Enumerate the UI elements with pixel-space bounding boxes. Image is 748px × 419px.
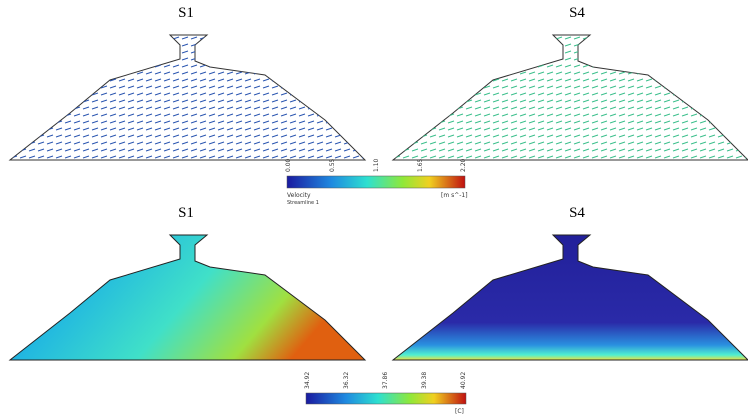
panel-label: S4: [569, 5, 585, 21]
tick-label: 2.20: [460, 158, 467, 172]
velocity-field-s4: [393, 35, 748, 160]
velocity-colorbar: 0.00 0.55 1.10 1.65 2.20 Velocity Stream…: [285, 158, 468, 206]
panel-label: S4: [569, 205, 585, 221]
colorbar-unit: [m s^-1]: [441, 192, 468, 199]
temperature-field-s4: [393, 235, 748, 360]
colorbar-subtitle: Streamline 1: [287, 200, 319, 206]
tick-label: 37.86: [382, 372, 389, 389]
tick-label: 1.65: [417, 158, 424, 172]
tick-label: 0.00: [285, 158, 292, 172]
tick-label: 34.92: [304, 372, 311, 389]
colorbar-title: Velocity: [287, 192, 311, 199]
figure: S1 S4 S1 S4 0.00 0.55 1.10 1.65 2.20 Vel…: [0, 0, 748, 419]
temperature-colorbar: 34.92 36.32 37.86 39.38 40.92 [C]: [304, 372, 467, 415]
tick-label: 36.32: [343, 372, 350, 389]
tick-label: 0.55: [329, 158, 336, 172]
panel-label: S1: [178, 5, 194, 21]
tick-label: 39.38: [421, 372, 428, 389]
colorbar-unit: [C]: [455, 408, 464, 415]
velocity-field-s1: [10, 35, 365, 160]
temperature-field-s1: [10, 235, 365, 360]
panel-label: S1: [178, 205, 194, 221]
tick-label: 40.92: [460, 372, 467, 389]
tick-label: 1.10: [373, 158, 380, 172]
